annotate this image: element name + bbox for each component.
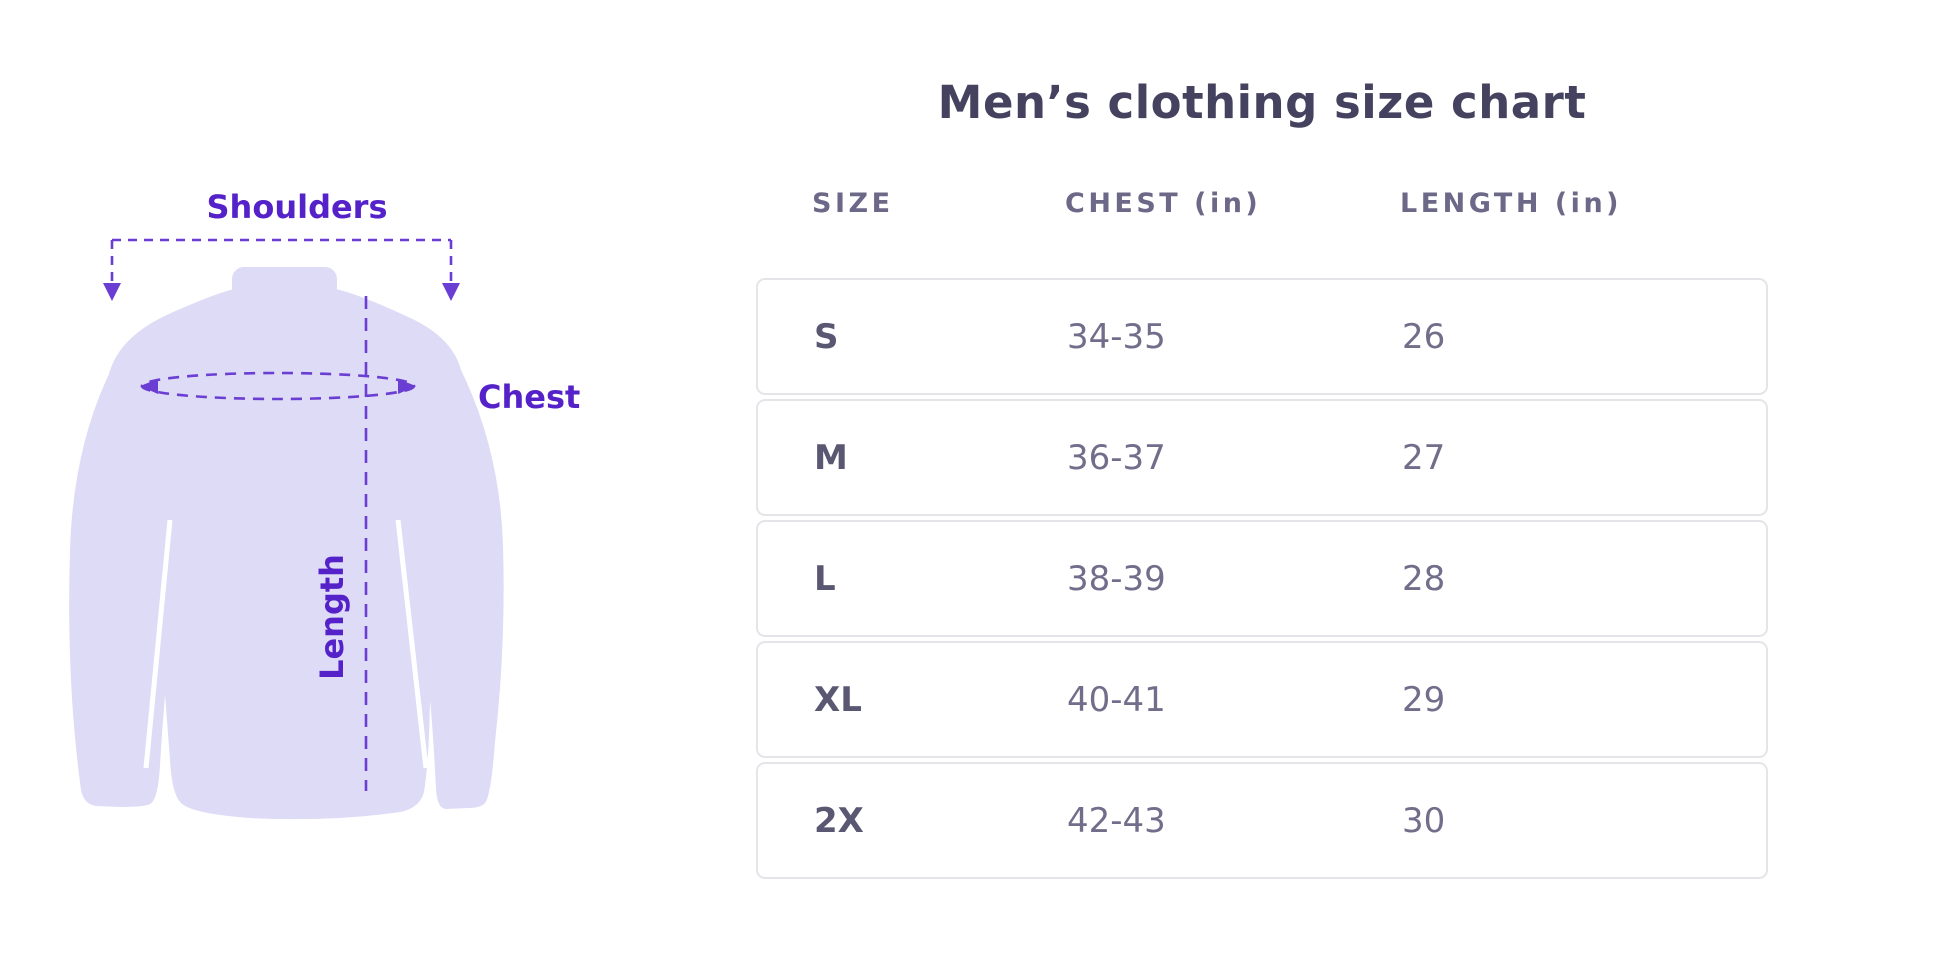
size-cell: L bbox=[814, 558, 836, 599]
shirt-measurement-diagram: Shoulders Chest Length bbox=[0, 120, 660, 870]
sleeve-separation-left bbox=[143, 519, 173, 769]
header-length: LENGTH (in) bbox=[1400, 188, 1623, 219]
chest-cell: 40-41 bbox=[1067, 679, 1166, 720]
size-cell: XL bbox=[814, 679, 862, 720]
table-row: XL 40-41 29 bbox=[756, 641, 1768, 758]
length-label: Length bbox=[313, 554, 351, 680]
chest-arrow-left-icon bbox=[140, 379, 158, 394]
table-row: S 34-35 26 bbox=[756, 278, 1768, 395]
size-cell: M bbox=[814, 437, 848, 478]
chest-cell: 42-43 bbox=[1067, 800, 1166, 841]
size-cell: S bbox=[814, 316, 839, 357]
chest-cell: 36-37 bbox=[1067, 437, 1166, 478]
shirt-diagram-svg bbox=[69, 238, 504, 820]
table-row: L 38-39 28 bbox=[756, 520, 1768, 637]
length-cell: 29 bbox=[1402, 679, 1446, 720]
chest-arrow-right-icon bbox=[398, 379, 416, 394]
sleeve-separation-right bbox=[395, 519, 429, 769]
size-cell: 2X bbox=[814, 800, 864, 841]
table-header-row: SIZE CHEST (in) LENGTH (in) bbox=[756, 188, 1768, 219]
length-cell: 26 bbox=[1402, 316, 1446, 357]
chest-label: Chest bbox=[478, 378, 581, 416]
chest-cell: 38-39 bbox=[1067, 558, 1166, 599]
size-table: S 34-35 26 M 36-37 27 L 38-39 28 XL 40-4… bbox=[756, 278, 1768, 879]
header-size: SIZE bbox=[812, 188, 894, 219]
length-cell: 30 bbox=[1402, 800, 1446, 841]
table-row: M 36-37 27 bbox=[756, 399, 1768, 516]
length-cell: 27 bbox=[1402, 437, 1446, 478]
shoulder-arrow-down-left-icon bbox=[103, 283, 121, 301]
length-cell: 28 bbox=[1402, 558, 1446, 599]
shoulder-arrow-down-right-icon bbox=[442, 283, 460, 301]
page-title: Men’s clothing size chart bbox=[937, 76, 1587, 129]
shoulders-label: Shoulders bbox=[206, 188, 388, 226]
header-chest: CHEST (in) bbox=[1065, 188, 1262, 219]
table-row: 2X 42-43 30 bbox=[756, 762, 1768, 879]
chest-cell: 34-35 bbox=[1067, 316, 1166, 357]
shirt-body bbox=[69, 288, 504, 820]
